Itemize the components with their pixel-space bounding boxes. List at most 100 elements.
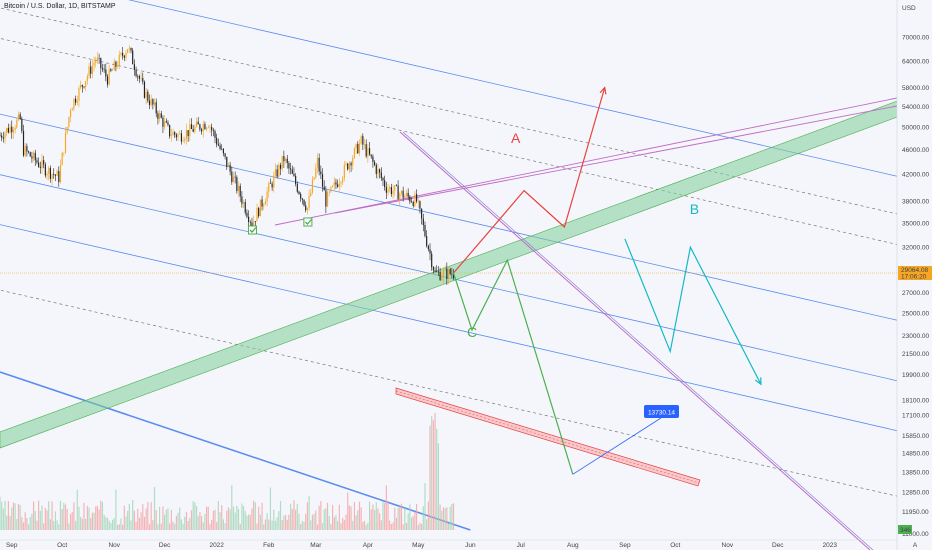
label-C: C: [467, 324, 477, 340]
volume-bar: [368, 501, 371, 530]
candle-body: [165, 121, 167, 123]
candle-body: [451, 273, 453, 275]
candle-body: [132, 50, 134, 65]
candle-body: [158, 113, 161, 119]
candle-body: [301, 198, 303, 200]
volume-bar: [36, 520, 38, 530]
candle-body: [98, 57, 100, 59]
candle-body: [27, 151, 30, 153]
candle-body: [421, 208, 423, 219]
volume-bar: [306, 502, 308, 530]
volume-bar: [310, 520, 312, 530]
candle-body: [167, 122, 169, 125]
volume-bar: [219, 512, 221, 530]
volume-bar: [251, 508, 253, 530]
volume-bar: [421, 524, 423, 530]
candle-body: [216, 137, 218, 145]
candle-body: [279, 164, 282, 169]
candle-body: [417, 201, 419, 202]
candle-body: [179, 133, 181, 135]
candle-body: [444, 268, 446, 271]
candle-body: [153, 102, 156, 105]
candle-body: [137, 75, 139, 77]
candle-body: [164, 121, 166, 127]
candle-body: [147, 91, 149, 101]
volume-bar: [103, 514, 105, 530]
projection-path-B: [624, 238, 762, 385]
candle-body: [44, 164, 46, 176]
candle-body: [211, 127, 213, 131]
lower-trend-line: [0, 371, 471, 531]
volume-bar: [212, 510, 214, 530]
check-icon: [249, 227, 257, 233]
volume-bar: [300, 524, 302, 530]
candle-body: [305, 205, 307, 211]
candle-body: [127, 49, 129, 53]
volume-bar: [221, 505, 223, 530]
candle-body: [43, 160, 45, 165]
volume-bar: [283, 515, 285, 530]
candle-body: [100, 58, 102, 69]
candle-body: [367, 148, 369, 157]
candle-body: [404, 195, 406, 198]
volume-bar: [226, 510, 228, 530]
y-tick-label: 58000.00: [902, 85, 929, 92]
volume-bar: [355, 515, 357, 530]
candle-body: [447, 269, 450, 279]
y-tick-label: 19900.00: [902, 372, 929, 379]
volume-bar: [169, 523, 171, 530]
candle-body: [415, 194, 418, 202]
candle-body: [56, 171, 58, 176]
candle-body: [283, 156, 285, 162]
candle-body: [358, 143, 361, 154]
candle-body: [115, 61, 117, 67]
candle-body: [54, 174, 57, 176]
volume-bar: [441, 510, 443, 530]
candle-body: [53, 173, 55, 175]
candle-body: [325, 190, 327, 207]
candle-body: [239, 185, 241, 197]
candle-body: [195, 121, 198, 127]
candle-body: [300, 193, 302, 199]
x-tick-label: Sep: [6, 542, 18, 549]
volume-bar: [142, 504, 144, 530]
candle-body: [75, 98, 77, 103]
candle-body: [24, 146, 26, 156]
y-tick-label: 38000.00: [902, 198, 929, 205]
volume-bar: [333, 517, 335, 530]
candle-body: [350, 162, 352, 166]
candle-body: [446, 268, 448, 279]
candle-body: [227, 164, 230, 167]
x-tick-label: Nov: [108, 542, 120, 549]
volume-bar: [404, 508, 406, 530]
candle-body: [429, 249, 431, 254]
candle-body: [4, 132, 6, 139]
volume-bar: [58, 524, 60, 530]
candle-body: [268, 183, 270, 192]
volume-bar: [7, 501, 9, 530]
volume-bar: [242, 506, 245, 530]
volume-bar: [138, 517, 141, 530]
x-tick-label: 2023: [823, 542, 838, 549]
volume-bar: [26, 518, 28, 530]
candle-body: [120, 52, 122, 55]
y-tick-label: 25000.00: [902, 311, 929, 318]
candle-body: [59, 165, 62, 183]
check-marker-1: [303, 217, 313, 227]
candle-body: [138, 76, 141, 79]
channel-line-2: [0, 38, 897, 245]
channel-line-5: [0, 224, 897, 432]
candle-body: [256, 208, 258, 222]
candle-body: [313, 177, 315, 180]
candle-body: [394, 185, 396, 191]
candle-body: [253, 221, 255, 227]
candle-body: [90, 66, 92, 74]
volume-bar: [417, 524, 419, 530]
candle-body: [259, 199, 261, 217]
volume-bar: [24, 512, 26, 530]
candle-body: [288, 163, 290, 169]
volume-bar: [432, 420, 434, 530]
candle-body: [254, 221, 256, 222]
volume-bar: [419, 522, 421, 530]
